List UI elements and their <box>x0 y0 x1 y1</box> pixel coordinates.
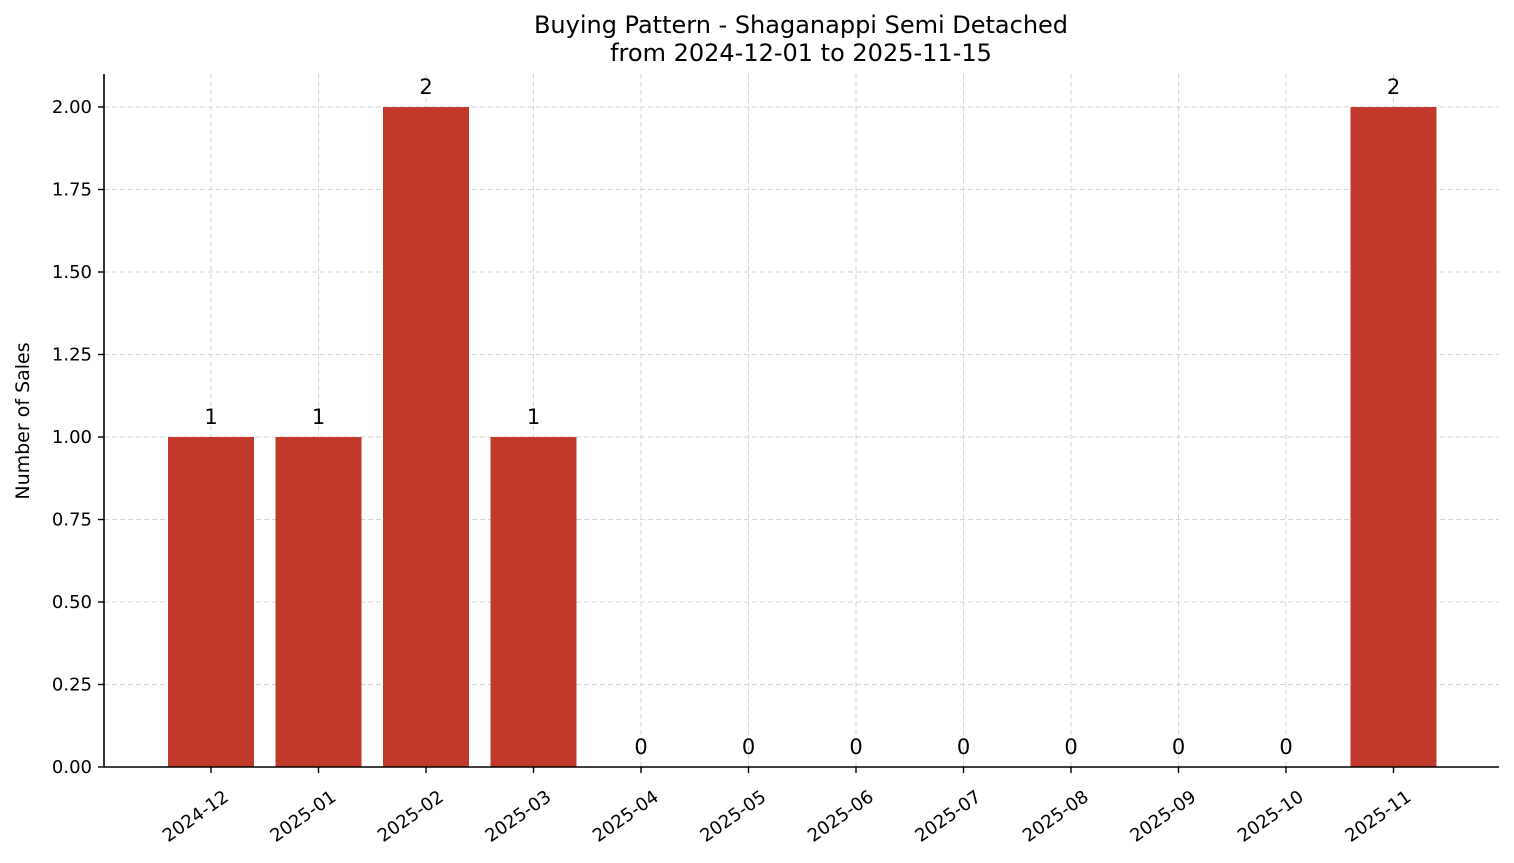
x-tick-label: 2025-09 <box>1126 786 1200 846</box>
data-label: 0 <box>742 735 755 759</box>
y-tick-label: 0.50 <box>52 592 92 613</box>
data-label: 1 <box>527 405 540 429</box>
labels-layer: 0.00 0.25 0.50 0.75 1.00 1.25 1.50 1.75 2.00 1 1 2 1… <box>52 75 1415 847</box>
x-tick-label: 2025-11 <box>1341 786 1415 846</box>
x-tick-label: 2025-06 <box>804 786 878 846</box>
y-axis-label: Number of Sales <box>12 342 34 499</box>
data-label: 1 <box>204 405 217 429</box>
data-label: 0 <box>1172 735 1185 759</box>
bar <box>490 437 577 767</box>
data-label: 0 <box>1064 735 1077 759</box>
y-tick-label: 1.25 <box>52 345 92 366</box>
x-tick-label: 2025-10 <box>1234 786 1308 846</box>
data-label: 0 <box>634 735 647 759</box>
x-tick-label: 2025-01 <box>266 786 340 846</box>
bar <box>168 437 254 767</box>
data-label: 2 <box>1387 75 1400 99</box>
x-tick-label: 2025-07 <box>911 786 985 846</box>
chart-title: Buying Pattern - Shaganappi Semi Detache… <box>534 11 1068 39</box>
data-label: 0 <box>849 735 862 759</box>
x-tick-label: 2025-05 <box>696 786 770 846</box>
y-tick-label: 2.00 <box>52 97 92 118</box>
chart-subtitle: from 2024-12-01 to 2025-11-15 <box>610 39 992 67</box>
data-label: 2 <box>419 75 432 99</box>
y-tick-label: 1.00 <box>52 427 92 448</box>
x-tick-label: 2024-12 <box>159 786 233 846</box>
x-tick-label: 2025-03 <box>481 786 555 846</box>
bars-layer <box>168 107 1437 767</box>
x-tick-label: 2025-08 <box>1019 786 1093 846</box>
data-label: 0 <box>957 735 970 759</box>
y-tick-label: 1.50 <box>52 262 92 283</box>
bar <box>383 107 469 767</box>
data-label: 1 <box>312 405 325 429</box>
data-label: 0 <box>1279 735 1292 759</box>
y-tick-label: 0.75 <box>52 510 92 531</box>
x-tick-label: 2025-02 <box>374 786 448 846</box>
x-tick-label: 2025-04 <box>589 786 663 846</box>
y-tick-label: 0.00 <box>52 757 92 778</box>
y-tick-label: 1.75 <box>52 180 92 201</box>
axes-layer <box>98 74 1499 773</box>
y-tick-label: 0.25 <box>52 675 92 696</box>
bar <box>1350 107 1437 767</box>
bar <box>275 437 362 767</box>
